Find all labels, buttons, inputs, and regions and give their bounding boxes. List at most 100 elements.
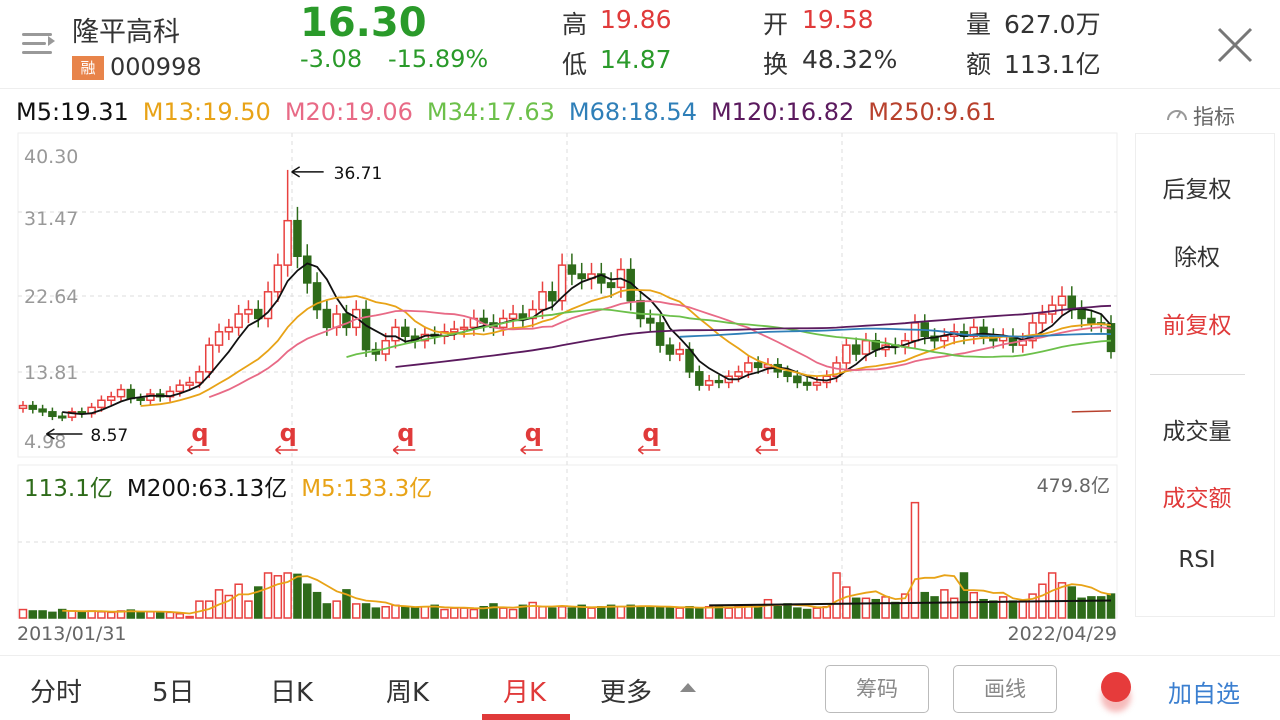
volume-bar: [18, 608, 28, 619]
volume-bar: [989, 600, 998, 619]
ma-legend-item: M13:19.50: [142, 98, 271, 126]
event-marker: q: [525, 419, 542, 447]
volume-bar: [675, 607, 684, 619]
candle-body: [753, 362, 763, 369]
volume-bar: [655, 605, 665, 619]
volume-max-label: 479.8亿: [1037, 475, 1110, 497]
volume-bar: [312, 591, 322, 619]
sidebar-item[interactable]: 成交量: [1162, 419, 1232, 445]
candle-body: [714, 379, 724, 384]
max-price-label: 36.71: [334, 164, 383, 184]
volume-bar: [371, 607, 381, 619]
sidebar: [1135, 133, 1275, 617]
ma-legend-item: M34:17.63: [426, 98, 555, 126]
volume-bar: [793, 607, 802, 619]
sidebar-item[interactable]: 后复权: [1162, 177, 1232, 203]
candle-body: [606, 282, 616, 289]
candle-body: [538, 291, 547, 311]
event-marker: q: [191, 419, 208, 447]
ma120-line: [395, 304, 1112, 368]
tab-item[interactable]: 5日: [152, 678, 195, 708]
volume-bar: [185, 615, 194, 619]
volume-bar: [38, 610, 47, 619]
tab-item[interactable]: 周K: [386, 678, 430, 708]
gauge-icon[interactable]: [1165, 103, 1189, 123]
candle-body: [802, 381, 812, 386]
candle-body: [234, 313, 243, 329]
arrow-left-icon: [755, 445, 778, 455]
candle-body: [734, 371, 743, 378]
volume-bar: [106, 611, 116, 619]
high-value: 19.86: [600, 5, 672, 34]
close-icon[interactable]: [1216, 26, 1254, 64]
volume-bar: [175, 613, 185, 619]
y-tick-label: 4.98: [24, 431, 66, 453]
volume-ma5-line: [62, 574, 1112, 615]
candle-body: [459, 326, 469, 330]
candle-body: [185, 381, 194, 386]
volume-bar: [714, 605, 724, 619]
add-watchlist-button[interactable]: 加自选: [1168, 680, 1240, 708]
volume-bar: [361, 603, 371, 619]
high-label: 高: [562, 10, 588, 39]
sidebar-item[interactable]: RSI: [1178, 547, 1216, 573]
caret-up-icon[interactable]: [680, 683, 696, 692]
menu-icon[interactable]: [22, 30, 56, 58]
candle-body: [273, 264, 283, 293]
volume-bar: [263, 572, 273, 619]
candle-body: [1067, 295, 1077, 311]
candle-body: [401, 326, 410, 338]
volume-bar: [930, 596, 939, 619]
indicator-button[interactable]: 指标: [1193, 105, 1235, 129]
volume-bar: [283, 572, 292, 619]
volume-legend-item: 113.1亿: [24, 476, 113, 502]
volume-label: 量: [966, 10, 992, 39]
candle-body: [283, 219, 292, 266]
volume-bar: [469, 608, 479, 619]
kline-chart[interactable]: 40.30 31.47 22.64 13.81 4.98 36.71 8.57 q q q q q q 1…: [0, 0, 1130, 650]
volume-bar: [587, 607, 596, 619]
candle-body: [1038, 313, 1047, 324]
record-dot-icon[interactable]: [1101, 672, 1131, 702]
candle-body: [67, 411, 77, 418]
candle-body: [204, 344, 214, 373]
candle-body: [695, 371, 704, 386]
draw-line-button[interactable]: 画线: [953, 665, 1057, 713]
tab-item[interactable]: 月K: [503, 678, 547, 708]
y-tick-label: 40.30: [24, 146, 78, 168]
ma-legend-item: M250:9.61: [868, 98, 997, 126]
volume-bar: [842, 586, 851, 619]
volume-bar: [577, 604, 586, 619]
candle-body: [1028, 322, 1037, 342]
chips-button[interactable]: 筹码: [825, 665, 929, 713]
sidebar-divider: [1150, 374, 1245, 375]
candle-body: [18, 404, 28, 410]
volume-bar: [665, 607, 675, 619]
volume-bar: [244, 600, 253, 619]
current-price: 16.30: [300, 0, 427, 46]
sidebar-item[interactable]: 除权: [1174, 245, 1220, 271]
volume-bar: [342, 589, 351, 619]
volume-bar: [979, 598, 988, 619]
sidebar-item[interactable]: 成交额: [1162, 486, 1232, 512]
candle-body: [195, 371, 204, 384]
volume-bar: [459, 607, 469, 619]
volume-bar: [234, 583, 243, 619]
volume-bar: [391, 604, 400, 619]
volume-bar: [1077, 597, 1086, 619]
volume-value: 627.0万: [1004, 10, 1101, 39]
tab-item[interactable]: 日K: [270, 678, 314, 708]
sidebar-item[interactable]: 前复权: [1162, 313, 1232, 339]
volume-bar: [450, 607, 459, 619]
candle-body: [655, 322, 665, 346]
volume-bar: [401, 605, 410, 619]
volume-bar: [685, 605, 694, 619]
divider: [0, 88, 1280, 89]
low-label: 低: [562, 50, 588, 79]
candle-body: [508, 313, 518, 320]
tab-item[interactable]: 更多: [600, 678, 653, 708]
candle-body: [391, 326, 400, 342]
tab-item[interactable]: 分时: [30, 678, 83, 708]
candle-body: [450, 328, 459, 333]
low-value: 14.87: [600, 45, 672, 74]
